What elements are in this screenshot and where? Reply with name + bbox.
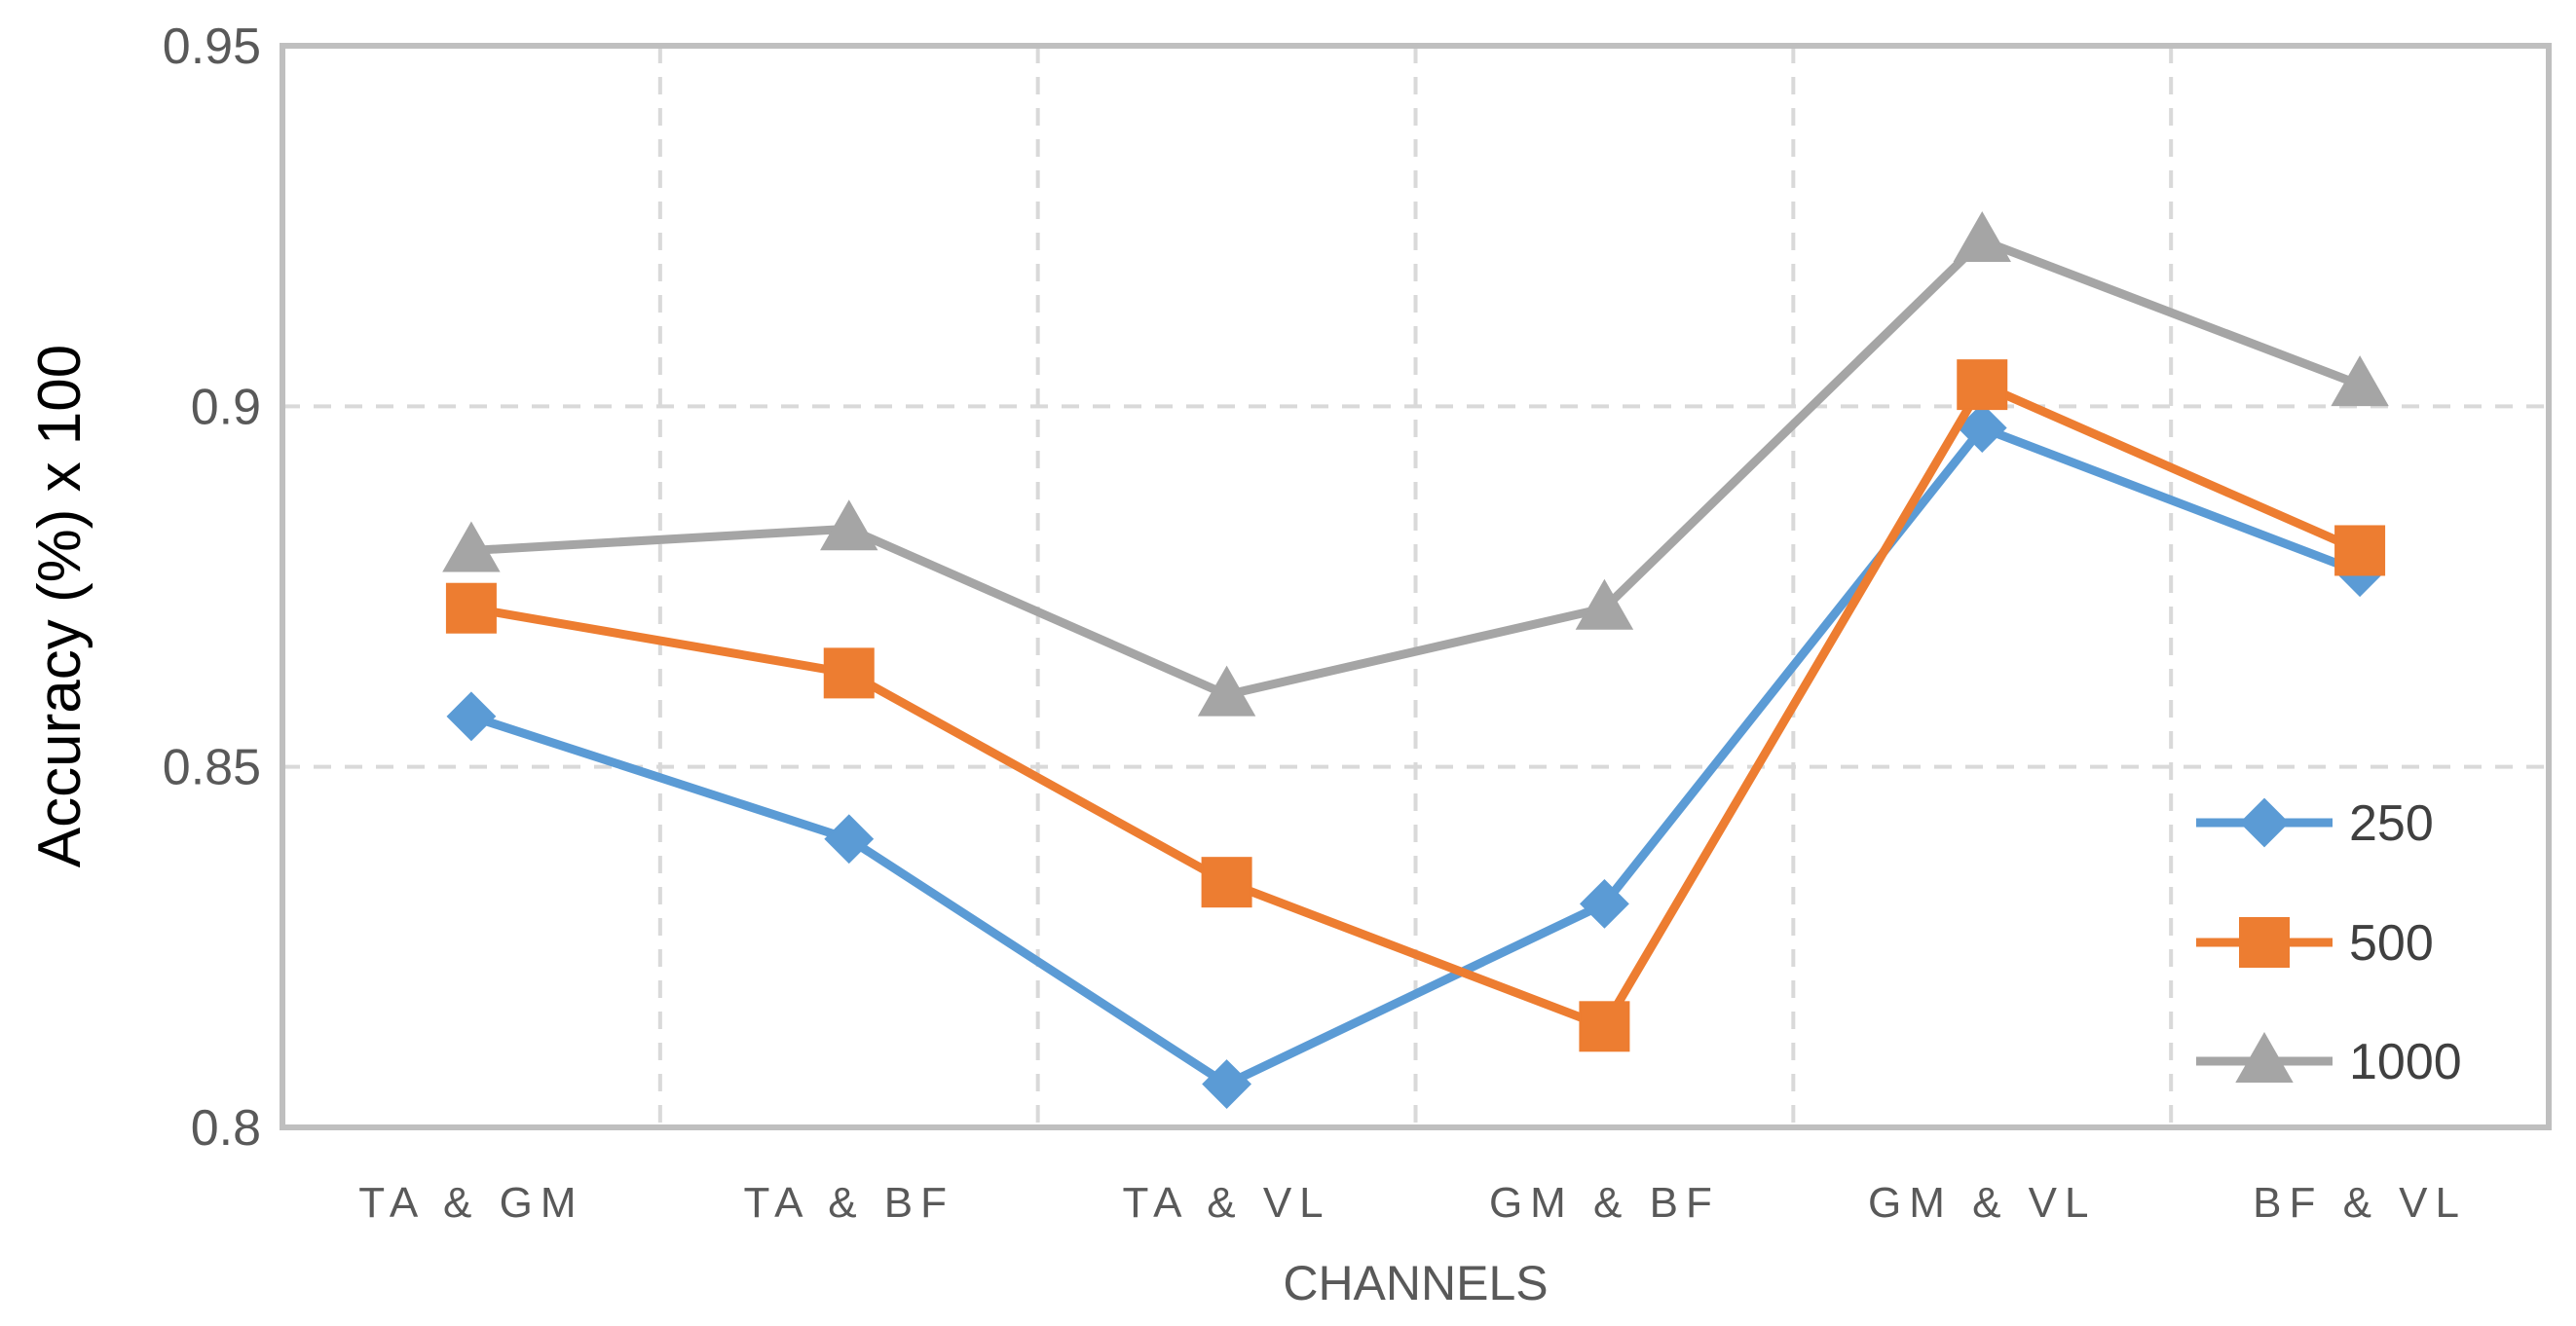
data-point [1953,210,2011,262]
data-point [445,582,497,634]
legend-label: 1000 [2349,1034,2462,1090]
x-tick-label: BF & VL [2253,1179,2467,1227]
series-1000 [442,210,2389,717]
data-point [1201,857,1252,908]
legend-marker [2235,1031,2294,1083]
x-tick-label: TA & BF [743,1179,954,1227]
legend-label: 500 [2349,915,2434,972]
data-point [442,521,501,572]
data-point [1957,359,2008,411]
data-point [2331,355,2389,407]
data-point [1580,878,1629,929]
x-tick-label: GM & BF [1489,1179,1720,1227]
legend-entry: 250 [2196,795,2434,852]
grid [282,46,2549,1127]
data-point [2334,525,2386,576]
data-point [1202,1059,1251,1109]
legend: 250 500 1000 [2196,795,2462,1090]
data-point [1575,578,1634,630]
y-tick-label: 0.95 [163,18,261,75]
series-line [467,236,2365,700]
x-tick-label: TA & GM [358,1179,583,1227]
y-tick-label: 0.8 [191,1100,261,1157]
plot-frame [280,43,2552,1130]
series-250 [446,403,2385,1109]
data-point [1957,403,2007,453]
legend-marker [2239,917,2290,968]
data-point [446,691,497,742]
data-point [823,647,875,699]
data-point [1579,1001,1630,1052]
data-point [824,814,875,865]
series-line [467,380,2365,1031]
x-axis-label: CHANNELS [1283,1256,1548,1310]
y-axis: 0.8 0.85 0.9 0.95 [163,18,261,1157]
legend-label: 250 [2349,795,2434,852]
y-tick-label: 0.9 [191,379,261,435]
series-line [467,424,2365,1089]
legend-entry: 500 [2196,915,2434,972]
x-axis: TA & GM TA & BF TA & VL GM & BF GM & VL BF & … [358,1179,2467,1227]
data-point [820,499,878,551]
legend-marker [2239,797,2290,848]
series-500 [445,359,2386,1052]
x-tick-label: GM & VL [1868,1179,2097,1227]
y-axis-label: Accuracy (%) x 100 [26,345,93,868]
series-group [442,210,2389,1109]
data-point [1197,665,1256,717]
legend-entry: 1000 [2196,1031,2462,1090]
y-tick-label: 0.85 [163,740,261,796]
x-tick-label: TA & VL [1123,1179,1331,1227]
